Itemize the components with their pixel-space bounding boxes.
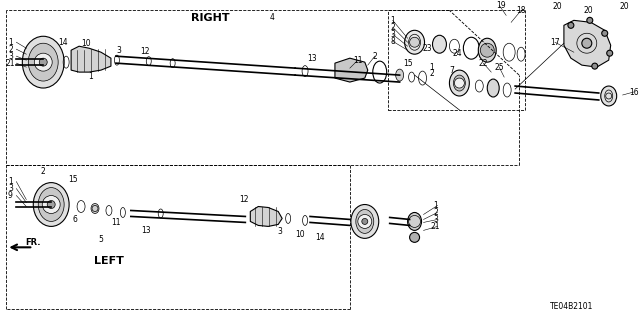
Text: 21: 21 xyxy=(431,222,440,231)
Text: 2: 2 xyxy=(372,52,377,61)
Circle shape xyxy=(47,201,55,209)
Circle shape xyxy=(358,214,372,228)
Polygon shape xyxy=(71,46,111,72)
Text: 1: 1 xyxy=(89,71,93,81)
Text: 13: 13 xyxy=(307,54,317,63)
Text: 1: 1 xyxy=(390,16,395,25)
Ellipse shape xyxy=(28,43,58,81)
Circle shape xyxy=(602,30,608,36)
Text: 8: 8 xyxy=(390,37,395,46)
Bar xyxy=(388,11,525,110)
Circle shape xyxy=(35,53,52,71)
Text: RIGHT: RIGHT xyxy=(191,13,230,23)
Text: FR.: FR. xyxy=(26,238,41,247)
Text: 1: 1 xyxy=(8,177,13,186)
Polygon shape xyxy=(335,58,368,82)
Ellipse shape xyxy=(453,75,465,91)
Ellipse shape xyxy=(38,188,64,221)
Text: 12: 12 xyxy=(140,47,150,56)
Text: TE04B2101: TE04B2101 xyxy=(550,301,593,311)
Text: 4: 4 xyxy=(270,13,275,22)
Text: 7: 7 xyxy=(449,66,454,75)
Text: 16: 16 xyxy=(628,87,639,97)
Text: 2: 2 xyxy=(390,23,395,32)
Circle shape xyxy=(39,58,47,66)
Ellipse shape xyxy=(408,212,422,230)
Circle shape xyxy=(607,50,612,56)
Ellipse shape xyxy=(22,36,64,88)
Text: 19: 19 xyxy=(497,1,506,10)
Text: 9: 9 xyxy=(8,191,13,200)
Text: 23: 23 xyxy=(422,44,433,53)
Circle shape xyxy=(582,38,592,48)
Text: 11: 11 xyxy=(111,218,121,227)
Text: 1: 1 xyxy=(429,63,434,72)
Text: 1: 1 xyxy=(433,201,438,210)
Text: 3: 3 xyxy=(8,184,13,193)
Text: 14: 14 xyxy=(58,38,68,47)
Circle shape xyxy=(362,219,368,225)
Ellipse shape xyxy=(433,35,447,53)
Text: 2: 2 xyxy=(429,69,434,78)
Ellipse shape xyxy=(91,204,99,213)
Ellipse shape xyxy=(404,30,424,54)
Text: 6: 6 xyxy=(73,215,77,224)
Text: 2: 2 xyxy=(433,208,438,217)
Ellipse shape xyxy=(601,86,617,106)
Text: 10: 10 xyxy=(295,230,305,239)
Text: 3: 3 xyxy=(390,30,395,39)
Circle shape xyxy=(587,17,593,23)
Ellipse shape xyxy=(351,204,379,238)
Text: 20: 20 xyxy=(552,2,562,11)
Ellipse shape xyxy=(33,182,69,226)
Circle shape xyxy=(480,43,494,57)
Text: 21: 21 xyxy=(6,59,15,68)
Polygon shape xyxy=(564,20,611,67)
Ellipse shape xyxy=(487,79,499,97)
Text: 24: 24 xyxy=(452,49,462,58)
Text: 5: 5 xyxy=(99,235,104,244)
Text: 2: 2 xyxy=(41,167,45,176)
Ellipse shape xyxy=(478,38,496,62)
Text: 3: 3 xyxy=(8,52,13,61)
Circle shape xyxy=(410,37,420,47)
Text: 20: 20 xyxy=(584,6,594,15)
Circle shape xyxy=(568,22,574,28)
Text: 1: 1 xyxy=(8,38,13,47)
Text: LEFT: LEFT xyxy=(94,256,124,266)
Text: 22: 22 xyxy=(479,59,488,68)
Text: 15: 15 xyxy=(403,59,412,68)
Text: 20: 20 xyxy=(620,2,630,11)
Text: 14: 14 xyxy=(315,233,325,242)
Text: 18: 18 xyxy=(516,6,526,15)
Ellipse shape xyxy=(356,210,374,234)
Text: 3: 3 xyxy=(433,215,438,224)
Text: 10: 10 xyxy=(81,39,91,48)
Text: 3: 3 xyxy=(116,46,122,55)
Polygon shape xyxy=(250,206,282,226)
Text: 17: 17 xyxy=(550,38,560,47)
Circle shape xyxy=(592,63,598,69)
Ellipse shape xyxy=(396,69,404,81)
Circle shape xyxy=(454,78,465,88)
Circle shape xyxy=(42,196,60,213)
Text: 12: 12 xyxy=(239,195,249,204)
Text: 13: 13 xyxy=(141,226,150,235)
Ellipse shape xyxy=(449,70,469,96)
Text: 3: 3 xyxy=(278,227,283,236)
Text: 15: 15 xyxy=(68,175,78,184)
Text: 2: 2 xyxy=(8,45,13,54)
Text: 25: 25 xyxy=(494,63,504,72)
Circle shape xyxy=(410,232,420,242)
Text: 11: 11 xyxy=(353,56,363,65)
